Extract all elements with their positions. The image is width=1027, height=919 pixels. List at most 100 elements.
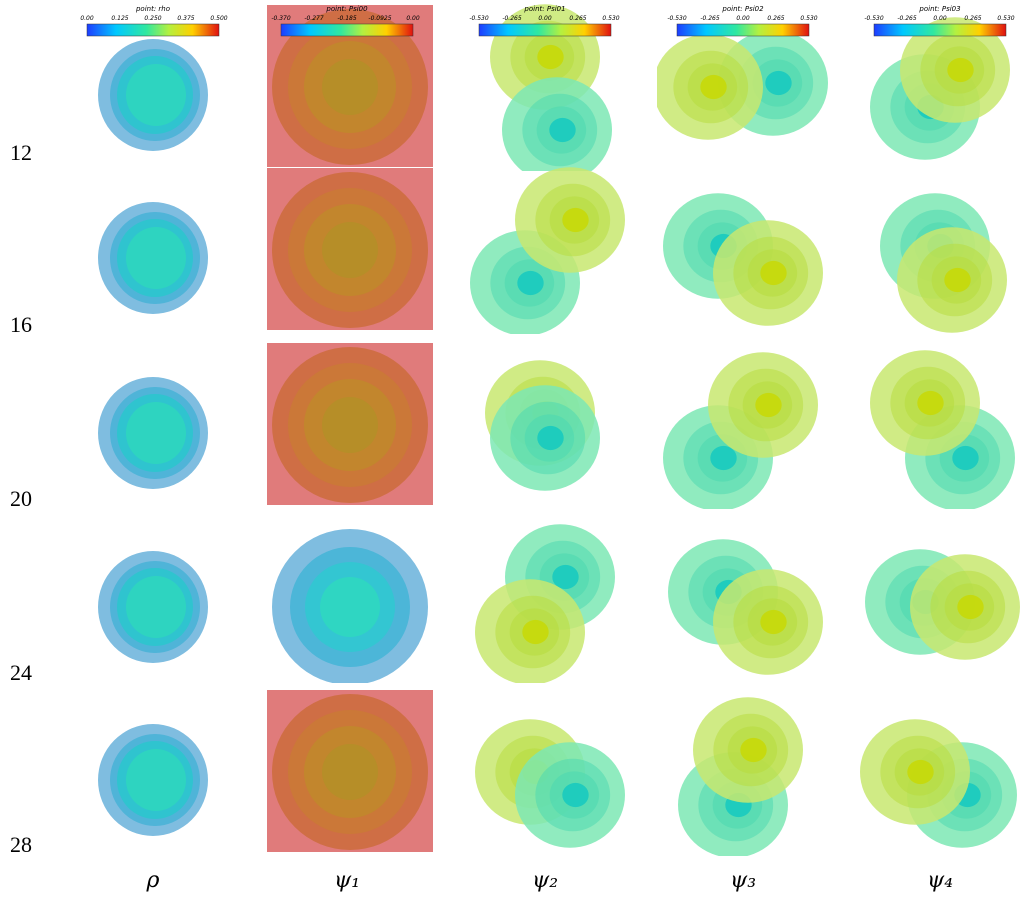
isosurface [126, 749, 186, 811]
isosurface [126, 576, 186, 638]
rendering-content [485, 360, 600, 491]
isosurface [755, 392, 782, 418]
colorbar: point: rho 0.00 0.125 0.250 0.375 0.500 [80, 5, 228, 37]
colorbar-title: point: Psi01 [523, 5, 565, 13]
isosurface [537, 44, 564, 70]
rendering [267, 690, 433, 852]
colorbar-bar [676, 23, 810, 37]
isosurface [760, 609, 787, 635]
colorbar-tick-label: 0.00 [538, 15, 552, 22]
rendering [98, 551, 208, 663]
row-label: 24 [10, 660, 32, 685]
isosurface [562, 782, 589, 808]
colorbar-tick-label: -0.185 [337, 15, 357, 22]
isosurface [549, 117, 576, 143]
rendering [865, 549, 1020, 660]
colorbar-bar [280, 23, 414, 37]
colorbar-tick-label: 0.00 [80, 15, 94, 22]
rendering-content [98, 202, 208, 314]
rendering-content [98, 39, 208, 151]
isosurface [552, 564, 579, 590]
rendering [678, 697, 803, 856]
colorbar-tick-label: 0.125 [111, 15, 128, 22]
column-label: ψ₂ [532, 868, 558, 893]
rendering-content [668, 539, 823, 675]
isosurface [522, 619, 549, 645]
rendering-content [657, 30, 828, 140]
rendering-content [475, 719, 625, 848]
isosurface [322, 222, 378, 278]
rendering-content [272, 529, 428, 683]
rendering-content [267, 168, 433, 330]
colorbar-tick-label: 0.375 [177, 15, 194, 22]
rendering-content [470, 167, 625, 334]
colorbar-tick-label: -0.277 [304, 15, 324, 22]
isosurface [917, 390, 944, 416]
row-label: 12 [10, 140, 32, 165]
rendering [98, 39, 208, 151]
colorbar-tick-label: -0.265 [700, 15, 720, 22]
rendering [870, 350, 1015, 509]
row-label: 16 [10, 312, 32, 337]
rendering [98, 377, 208, 489]
colorbar-bar [86, 23, 220, 37]
colorbar-tick-label: -0.530 [469, 15, 489, 22]
colorbar: point: Psi01 -0.530 -0.265 0.00 0.265 0.530 [469, 5, 620, 37]
colorbar-bar [873, 23, 1007, 37]
column-label: ψ₁ [334, 868, 360, 893]
isosurface [537, 425, 564, 451]
isosurface [700, 74, 727, 100]
rendering-content [860, 719, 1017, 848]
rendering [272, 529, 428, 683]
rendering-content [663, 193, 823, 326]
colorbar-tick-label: -0.530 [864, 15, 884, 22]
rendering [485, 360, 600, 491]
colorbar-tick-label: 0.265 [767, 15, 784, 22]
rendering-content [475, 524, 615, 683]
rendering [668, 539, 823, 675]
rendering-content [98, 724, 208, 836]
column-label: ψ₃ [730, 868, 756, 893]
rendering [267, 343, 433, 505]
colorbar-tick-label: 0.265 [964, 15, 981, 22]
rendering-content [678, 697, 803, 856]
colorbar-tick-label: 0.530 [800, 15, 817, 22]
rendering [490, 4, 612, 171]
isosurface [944, 267, 971, 293]
rendering [470, 167, 625, 334]
rendering [880, 193, 1007, 333]
isosurface [322, 397, 378, 453]
rendering-content [98, 551, 208, 663]
colorbar-title: point: Psi03 [918, 5, 960, 13]
colorbar-title: point: Psi02 [721, 5, 764, 13]
colorbar-title: point: Psi00 [325, 5, 368, 13]
colorbar-tick-label: -0.265 [502, 15, 522, 22]
isosurface [562, 207, 589, 233]
isosurface [517, 270, 544, 296]
column-label: ρ [146, 868, 160, 893]
isosurface [907, 759, 934, 785]
rendering-content [880, 193, 1007, 333]
rendering [267, 168, 433, 330]
rendering [98, 724, 208, 836]
colorbar-tick-label: 0.530 [602, 15, 619, 22]
colorbar-tick-label: 0.250 [144, 15, 161, 22]
colorbar-tick-label: -0.0925 [368, 15, 391, 22]
isosurface [760, 260, 787, 286]
isosurface [320, 577, 380, 637]
colorbar-tick-label: -0.265 [897, 15, 917, 22]
isosurface [740, 737, 767, 763]
rendering [663, 352, 818, 509]
isosurface [126, 402, 186, 464]
renderings [98, 4, 1020, 856]
row-label: 28 [10, 832, 32, 857]
rendering [870, 17, 1010, 160]
row-label: 20 [10, 486, 32, 511]
isosurface [947, 57, 974, 83]
isosurface [126, 227, 186, 289]
labels: ρ ψ₁ ψ₂ ψ₃ ψ₄ 12 16 20 24 28 point: rho 0.00 0.125 0.… [10, 5, 1015, 893]
rendering [860, 719, 1017, 848]
isosurface [957, 594, 984, 620]
colorbar: point: Psi00 -0.370 -0.277 -0.185 -0.0925 0.0… [271, 5, 420, 37]
